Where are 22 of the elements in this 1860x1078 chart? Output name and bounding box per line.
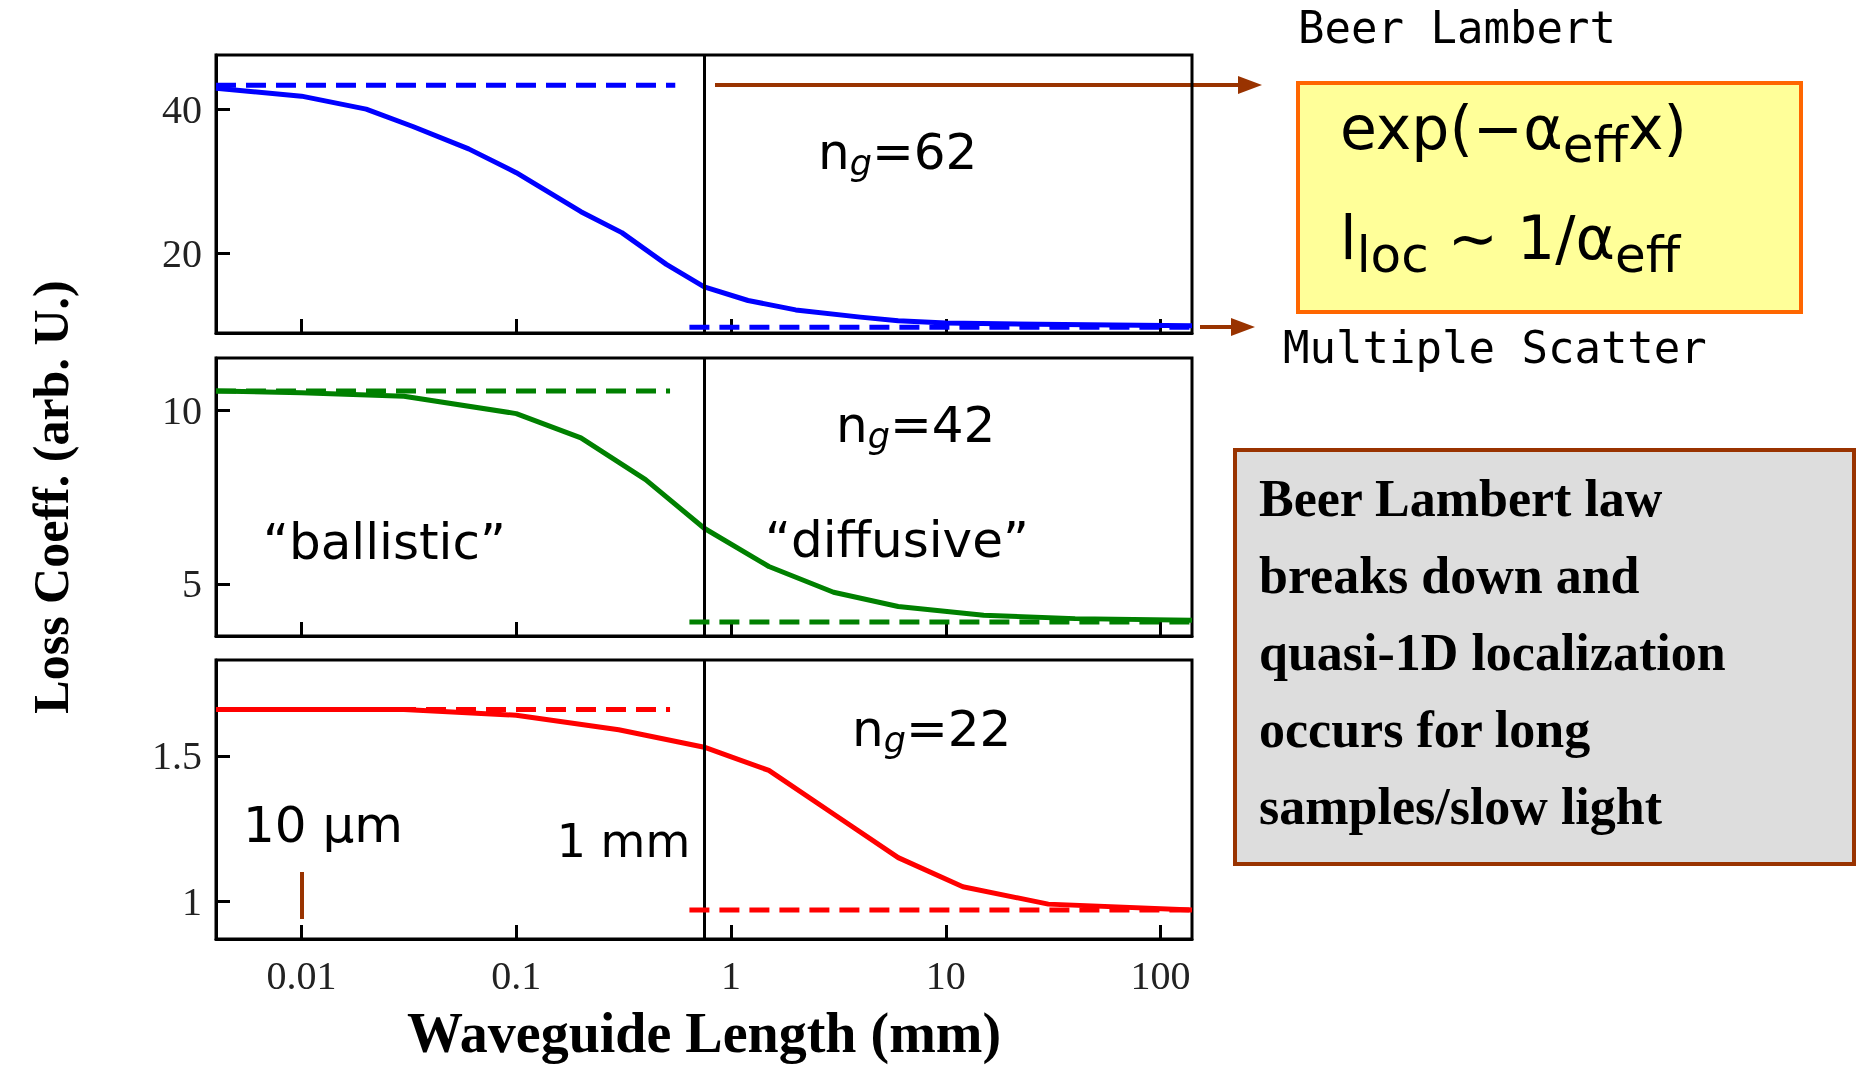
x-tick-label: 10 [925, 952, 966, 998]
text: Beer Lambert law breaks down and quasi-1D localization occurs for long samples/slow light [1259, 469, 1727, 837]
text: Beer Lambert [1298, 2, 1616, 53]
ref-line-label: 1 mm [556, 814, 691, 869]
text: Multiple Scatter [1283, 322, 1707, 373]
y-tick-label: 40 [162, 86, 202, 132]
y-tick-label: 1 [182, 878, 202, 924]
y-tick-label: 5 [182, 561, 202, 607]
x-tick-label: 1 [721, 952, 742, 998]
x-tick-label: 100 [1130, 952, 1191, 998]
annotation: “diffusive” [765, 511, 1029, 569]
y-axis-title: Loss Coeff. (arb. U.) [23, 280, 79, 714]
x-axis-title: Waveguide Length (mm) [406, 1002, 1002, 1065]
x-tick-label: 0.1 [491, 952, 542, 998]
y-tick-label: 20 [162, 231, 202, 277]
y-tick-label: 1.5 [152, 733, 202, 779]
annotation: 10 μm [243, 796, 404, 854]
text: exp(−α$_{eff}$x) [1340, 93, 1687, 174]
text: l$_{loc}$ ∼ 1/α$_{eff}$ [1340, 203, 1681, 284]
x-tick-label: 0.01 [266, 952, 337, 998]
annotation: “ballistic” [263, 513, 506, 571]
y-tick-label: 10 [162, 387, 202, 433]
